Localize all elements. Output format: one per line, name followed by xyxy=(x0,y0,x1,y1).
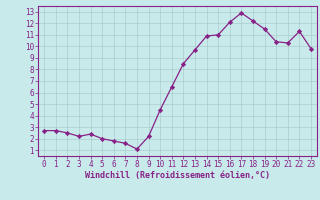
X-axis label: Windchill (Refroidissement éolien,°C): Windchill (Refroidissement éolien,°C) xyxy=(85,171,270,180)
